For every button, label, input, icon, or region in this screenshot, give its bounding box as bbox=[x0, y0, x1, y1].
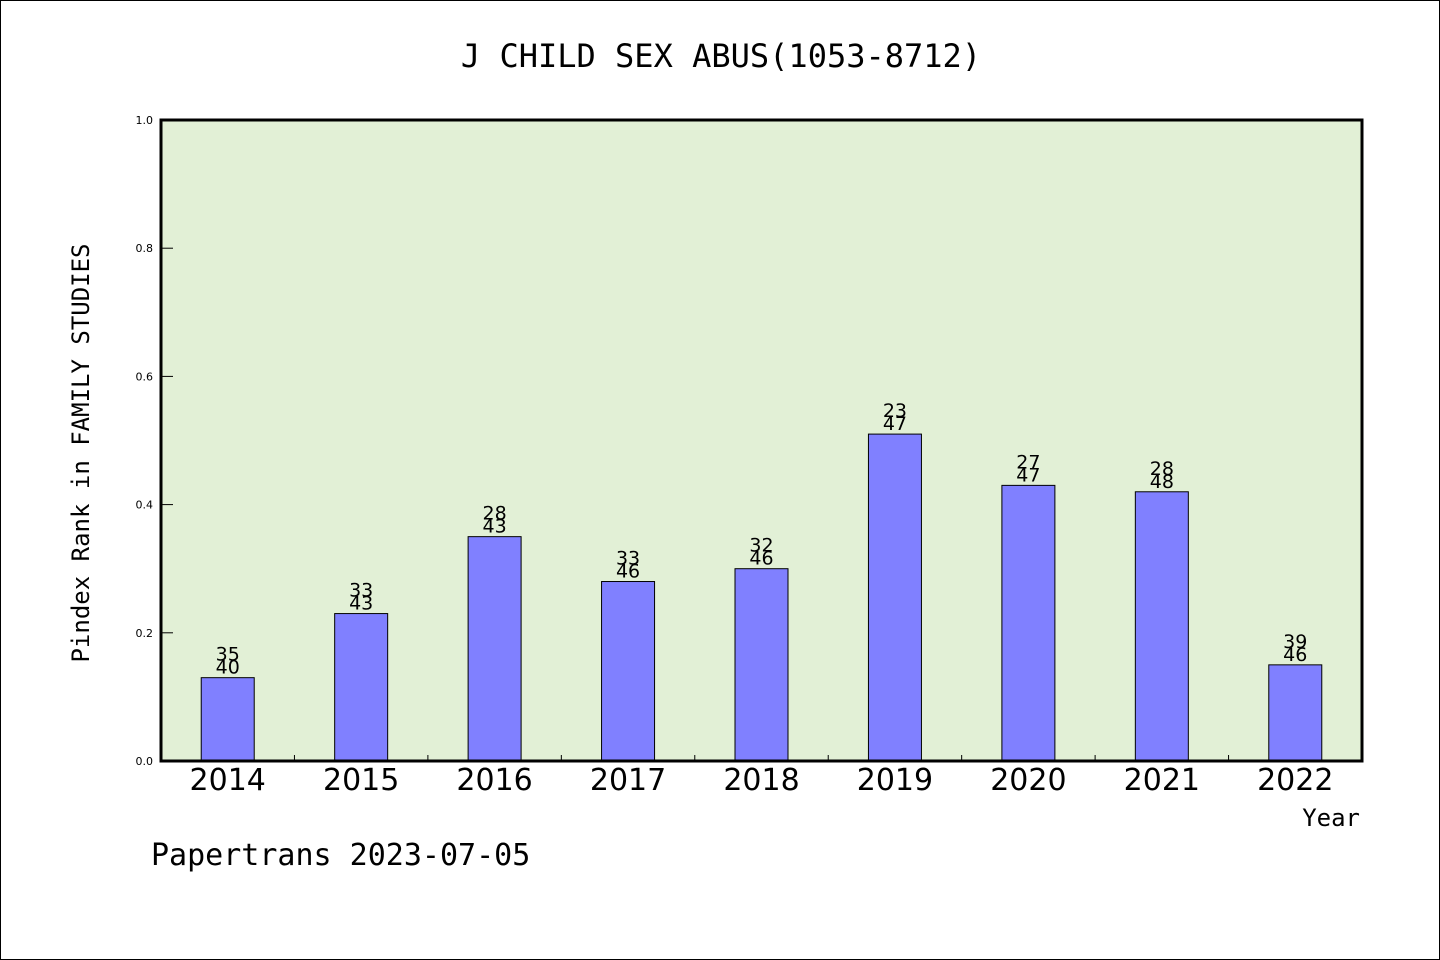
y-tick-label: 0.2 bbox=[136, 627, 154, 640]
bar-rank-label: 39 bbox=[1283, 631, 1307, 653]
x-tick-label: 2015 bbox=[323, 763, 399, 798]
bar-total-label: 46 bbox=[749, 548, 773, 570]
bar-total-label: 43 bbox=[483, 516, 507, 538]
y-tick-label: 0.8 bbox=[136, 242, 154, 255]
bar-2018 bbox=[734, 568, 789, 762]
x-tick-label: 2016 bbox=[456, 763, 532, 798]
bar-2022 bbox=[1268, 664, 1323, 762]
bar-total-label: 43 bbox=[349, 593, 373, 615]
x-axis-label: Year bbox=[1302, 804, 1360, 832]
bar-rank-label: 28 bbox=[483, 503, 507, 525]
x-tick-label: 2022 bbox=[1257, 763, 1333, 798]
bar-total-label: 46 bbox=[616, 561, 640, 583]
y-axis-label: Pindex Rank in FAMILY STUDIES bbox=[67, 243, 95, 662]
bar-2021 bbox=[1134, 491, 1189, 762]
ticks-layer: 2014 2015 2016 2017 2018 2019 2020 2021 2022 0.0 0… bbox=[136, 114, 1334, 798]
bar-2014 bbox=[200, 677, 255, 762]
bar-2016 bbox=[467, 536, 522, 762]
bar-total-label: 48 bbox=[1150, 471, 1174, 493]
footer-credit: Papertrans 2023-07-05 bbox=[151, 838, 530, 873]
plot-frame bbox=[159, 118, 1364, 763]
bar-2020 bbox=[1001, 484, 1056, 762]
bar-total-label: 40 bbox=[216, 657, 240, 679]
bar-2017 bbox=[601, 581, 656, 762]
y-tick-label: 1.0 bbox=[136, 114, 154, 127]
bar-rank-label: 35 bbox=[216, 644, 240, 666]
x-tick-label: 2014 bbox=[190, 763, 266, 798]
bar-rank-label: 33 bbox=[349, 580, 373, 602]
x-tick-label: 2019 bbox=[857, 763, 933, 798]
y-tick-label: 0.0 bbox=[136, 755, 154, 768]
x-tick-label: 2018 bbox=[723, 763, 799, 798]
bar-total-label: 47 bbox=[1016, 464, 1040, 486]
bar-total-label: 47 bbox=[883, 413, 907, 435]
bar-total-label: 46 bbox=[1283, 644, 1307, 666]
bar-rank-label: 32 bbox=[749, 535, 773, 557]
y-tick-label: 0.4 bbox=[136, 499, 154, 512]
chart-title: J CHILD SEX ABUS(1053-8712) bbox=[461, 37, 981, 75]
bar-rank-label: 33 bbox=[616, 548, 640, 570]
y-tick-label: 0.6 bbox=[136, 370, 154, 383]
x-tick-label: 2017 bbox=[590, 763, 666, 798]
x-tick-label: 2020 bbox=[990, 763, 1066, 798]
bar-2019 bbox=[867, 433, 922, 762]
bar-rank-label: 23 bbox=[883, 400, 907, 422]
bar-rank-label: 27 bbox=[1016, 451, 1040, 473]
bar-2015 bbox=[334, 613, 389, 762]
bar-rank-label: 28 bbox=[1150, 458, 1174, 480]
x-tick-label: 2021 bbox=[1124, 763, 1200, 798]
